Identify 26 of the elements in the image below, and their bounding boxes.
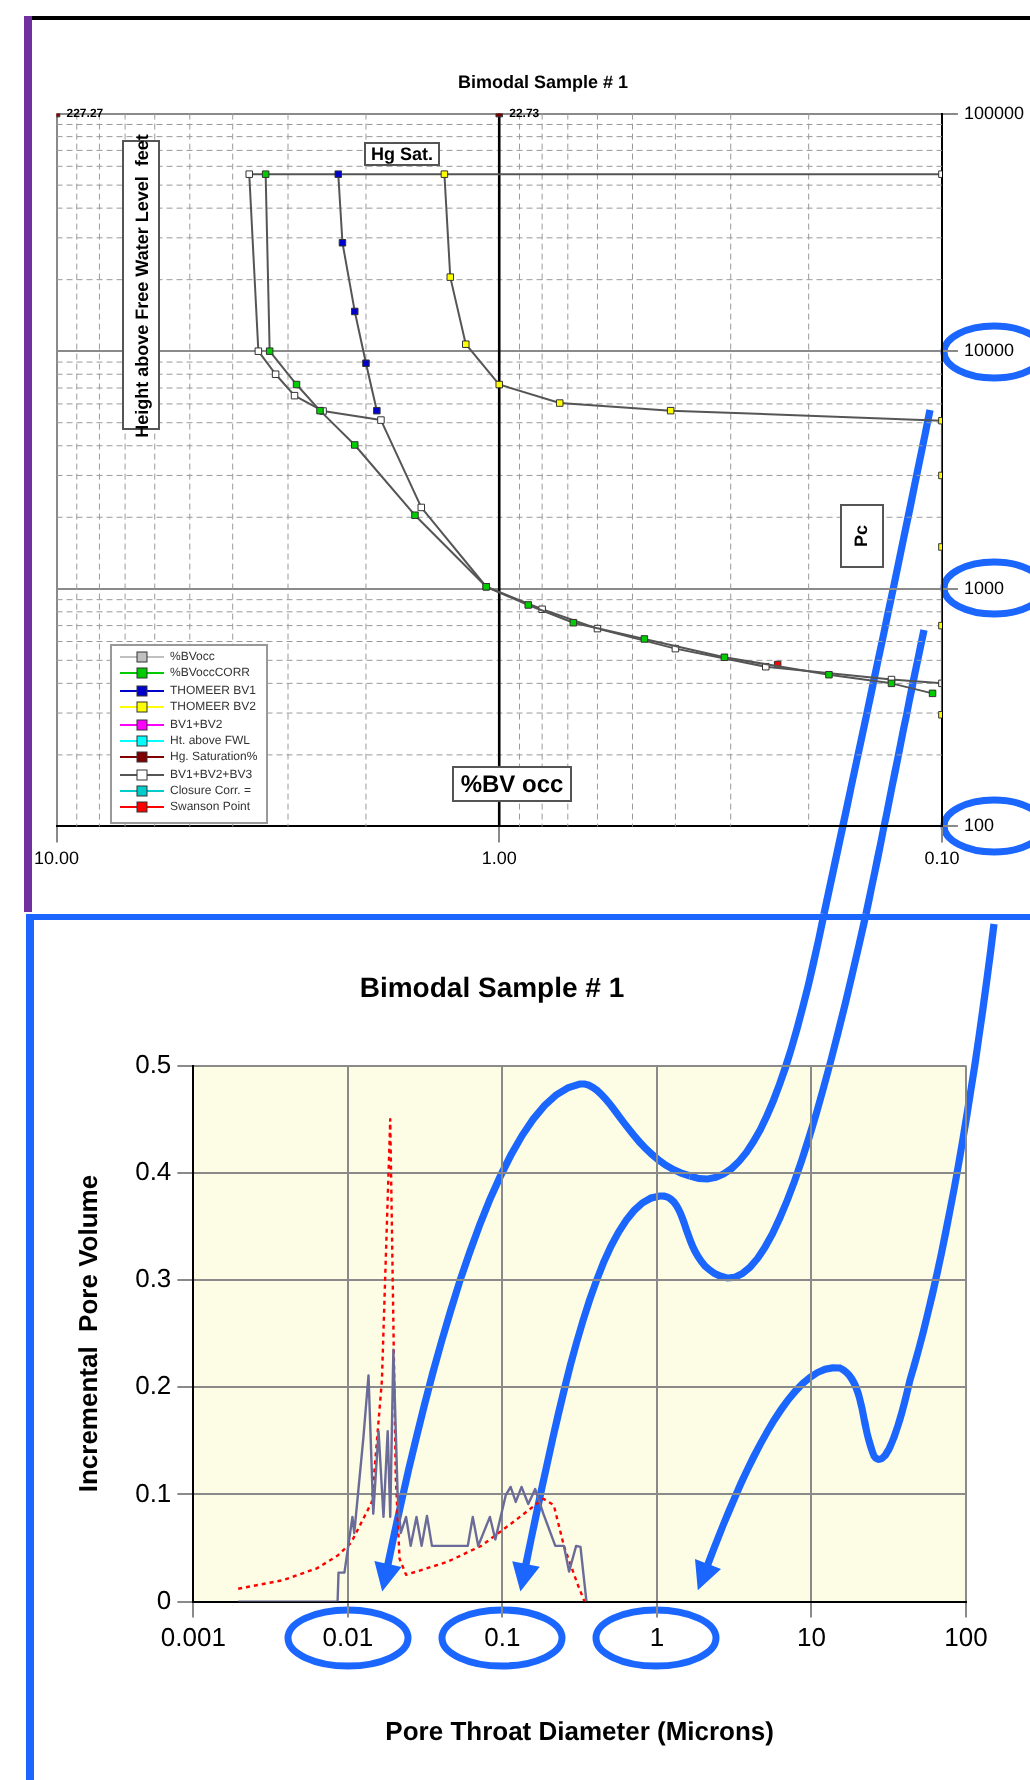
y-tick-label: 0.4 [135,1155,172,1186]
annotation: Hg Sat. [370,144,433,164]
y-axis-title: Incremental Pore Volume [72,1174,103,1493]
chart-title: Bimodal Sample # 1 [359,970,625,1003]
x-tick-label: 0.01 [322,1622,374,1653]
x-tick-label: 0.001 [160,1622,226,1653]
x-axis-title: Pore Throat Diameter (Microns) [385,1715,774,1746]
x-tick-label: 10 [797,1622,826,1653]
x-tick-label: 1 [649,1622,665,1653]
y-tick-label: 0.2 [135,1370,172,1401]
y-tick-label: 10000 [963,340,1014,361]
x-tick-label: 10.00 [33,848,80,869]
annotation: Pc [851,524,872,548]
y-tick-label: 0.5 [135,1048,172,1079]
y-tick-label: 100000 [963,102,1025,123]
chart-title: Bimodal Sample # 1 [457,71,629,92]
x-tick-label: 0.1 [484,1622,521,1653]
y-tick-label: 0.3 [135,1263,172,1294]
y-tick-label: 1000 [963,577,1004,598]
x-axis-title: %BV occ [460,770,564,798]
y-tick-label: 0 [156,1584,172,1615]
x-tick-label: 0.10 [924,848,960,869]
x-tick-label: 1.00 [481,848,517,869]
y-tick-label: 100 [963,815,994,836]
y-axis-title: Height above Free Water Level feet [131,133,151,437]
y-tick-label: 0.1 [135,1477,172,1508]
